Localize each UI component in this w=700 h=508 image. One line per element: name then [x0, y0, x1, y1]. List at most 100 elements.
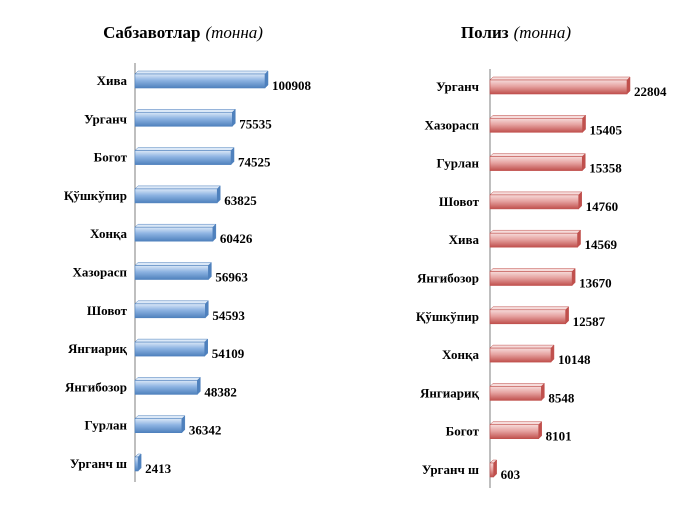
- melons-value-label: 8101: [546, 429, 572, 444]
- melons-bar-front: [489, 309, 566, 325]
- vegetables-bar-end: [197, 376, 201, 396]
- melons-bar-top: [489, 306, 570, 311]
- melons-value-label: 13670: [579, 276, 612, 291]
- melons-chart: Полиз (тонна) Урганч 22804 Хазорасп 15405 Гурл…: [416, 23, 667, 488]
- vegetables-bar-end: [212, 223, 217, 242]
- vegetables-bar: [134, 261, 212, 281]
- melons-bar-front: [489, 424, 539, 440]
- vegetables-bar: [134, 146, 235, 166]
- vegetables-value-label: 75535: [239, 116, 272, 131]
- vegetables-value-label: 48382: [204, 384, 237, 399]
- vegetables-bar-end: [230, 146, 235, 166]
- melons-bar: [489, 306, 570, 325]
- melons-bar-end: [578, 191, 582, 210]
- melons-value-label: 8548: [548, 390, 575, 405]
- melons-value-label: 15405: [590, 122, 623, 137]
- vegetables-bar-end: [205, 300, 209, 319]
- vegetables-value-label: 54109: [212, 346, 245, 361]
- melons-bar-top: [489, 191, 583, 196]
- vegetables-bar-end: [264, 70, 269, 89]
- vegetables-bar-front: [134, 456, 139, 472]
- vegetables-bar-top: [134, 262, 212, 266]
- melons-value-label: 14569: [585, 237, 618, 252]
- vegetables-bar-top: [134, 223, 217, 228]
- vegetables-bar: [134, 185, 221, 204]
- melons-bar-top: [489, 76, 631, 81]
- vegetables-category-label: Урганч ш: [70, 456, 127, 471]
- melons-bar-end: [582, 152, 586, 172]
- melons-bar: [489, 421, 543, 440]
- vegetables-value-label: 63825: [224, 193, 257, 208]
- vegetables-bar-front: [134, 188, 218, 204]
- melons-value-label: 12587: [573, 314, 606, 329]
- vegetables-bar-front: [134, 226, 214, 242]
- melons-bar: [489, 267, 576, 287]
- melons-category-label: Хонқа: [442, 347, 479, 362]
- vegetables-bar-front: [134, 73, 266, 89]
- vegetables-category-label: Урганч: [84, 111, 127, 126]
- melons-title-unit: (тонна): [514, 23, 572, 42]
- melons-bar: [489, 459, 498, 478]
- melons-bar-front: [489, 194, 579, 210]
- vegetables-bar: [134, 338, 209, 357]
- vegetables-bar-front: [134, 303, 206, 319]
- vegetables-bar-top: [134, 185, 221, 190]
- vegetables-bar: [134, 453, 142, 472]
- melons-title-text: Полиз: [461, 23, 509, 42]
- melons-chart-title: Полиз (тонна): [461, 23, 571, 42]
- melons-bar-end: [541, 382, 545, 402]
- melons-category-label: Урганч: [436, 79, 479, 94]
- melons-category-label: Хазорасп: [424, 117, 479, 132]
- vegetables-category-label: Қўшкўпир: [64, 188, 127, 203]
- melons-bar-end: [493, 459, 497, 478]
- vegetables-title-text: Сабзавотлар: [103, 23, 200, 42]
- melons-value-label: 603: [501, 467, 521, 482]
- vegetables-bar: [134, 70, 269, 89]
- melons-value-label: 15358: [589, 161, 622, 176]
- melons-bar-front: [489, 271, 573, 286]
- melons-bar: [489, 344, 555, 363]
- vegetables-value-label: 74525: [238, 155, 271, 170]
- melons-bar-end: [582, 114, 586, 133]
- vegetables-title-unit: (тонна): [205, 23, 263, 42]
- vegetables-bar-end: [208, 261, 212, 281]
- melons-bar: [489, 191, 583, 210]
- melons-bar-end: [565, 306, 569, 325]
- vegetables-bar-front: [134, 380, 198, 395]
- melons-bar: [489, 114, 587, 133]
- melons-category-label: Хива: [449, 232, 480, 247]
- melons-bar-top: [489, 268, 576, 272]
- vegetables-bar-top: [134, 70, 269, 75]
- vegetables-bar: [134, 300, 209, 319]
- melons-bar-top: [489, 115, 587, 119]
- melons-value-label: 10148: [558, 352, 591, 367]
- vegetables-bar-front: [134, 418, 183, 434]
- melons-bar-top: [489, 229, 582, 234]
- melons-category-label: Шовот: [439, 194, 480, 209]
- vegetables-chart: Сабзавотлар (тонна) Хива 100908 Урганч 75535 Б…: [64, 23, 312, 482]
- vegetables-category-label: Богот: [94, 150, 128, 165]
- vegetables-value-label: 54593: [212, 308, 245, 323]
- melons-bar-end: [626, 76, 631, 95]
- melons-bar: [489, 152, 586, 172]
- vegetables-category-label: Хонқа: [90, 226, 127, 241]
- melons-bar-front: [489, 79, 628, 95]
- vegetables-bar-end: [204, 338, 208, 357]
- melons-bar-front: [489, 462, 494, 478]
- vegetables-bar-top: [134, 109, 236, 113]
- melons-bar-top: [489, 421, 543, 425]
- melons-value-label: 22804: [634, 84, 667, 99]
- vegetables-bar-top: [134, 415, 186, 419]
- melons-bar-top: [489, 383, 545, 387]
- vegetables-chart-title: Сабзавотлар (тонна): [103, 23, 263, 42]
- vegetables-bar-top: [134, 300, 209, 305]
- vegetables-bar-top: [134, 147, 235, 151]
- vegetables-bar-end: [137, 453, 142, 472]
- vegetables-value-label: 36342: [189, 423, 222, 438]
- vegetables-bar: [134, 108, 236, 127]
- vegetables-category-label: Гурлан: [85, 418, 128, 433]
- vegetables-bar-front: [134, 265, 209, 280]
- melons-category-label: Гурлан: [437, 156, 480, 171]
